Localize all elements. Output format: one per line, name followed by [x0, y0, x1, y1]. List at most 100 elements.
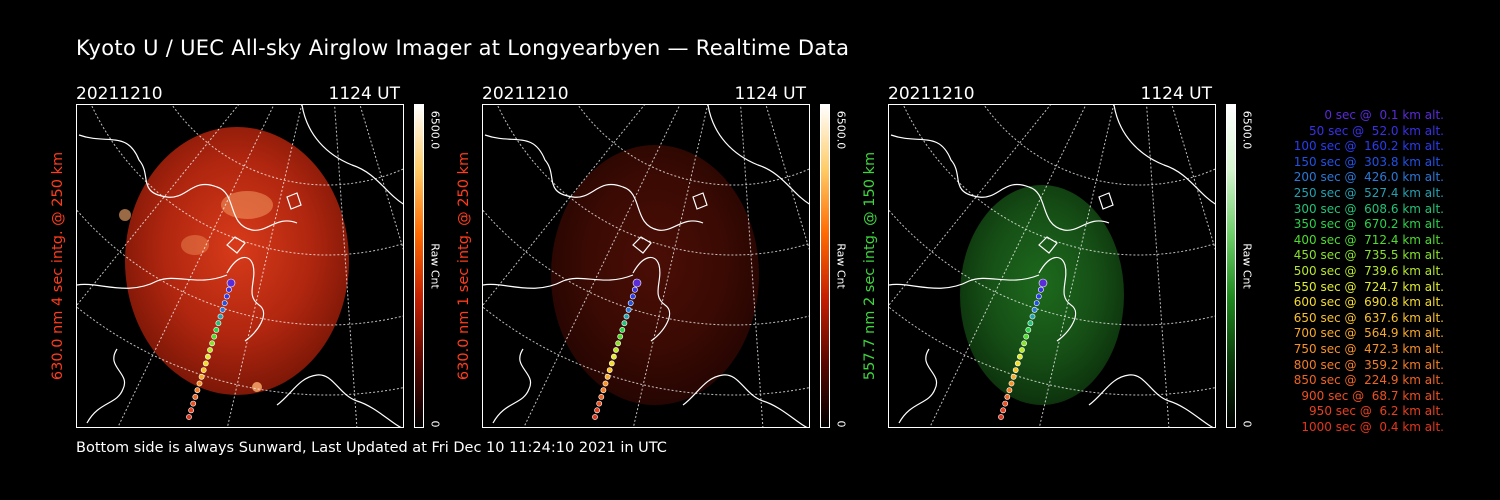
- trajectory-point: [198, 373, 205, 380]
- trajectory-point: [1029, 313, 1036, 320]
- trajectory-point: [606, 367, 613, 373]
- trajectory-point: [625, 306, 632, 313]
- trajectory-point: [998, 414, 1004, 420]
- trajectory-point: [617, 333, 624, 340]
- trajectory-point: [188, 407, 194, 414]
- legend-entry: 900 sec @ 68.7 km alt.: [1301, 388, 1444, 403]
- coastline: [889, 105, 1215, 427]
- grid-lines: [889, 105, 1215, 427]
- trajectory-point: [1010, 373, 1017, 380]
- trajectory-point: [598, 393, 605, 400]
- panel-ylabel: 630.0 nm 1 sec intg. @ 250 km: [456, 151, 472, 381]
- legend-entry: 400 sec @ 712.4 km alt.: [1293, 232, 1444, 247]
- trajectory-point: [621, 320, 628, 327]
- colorbar: [820, 104, 830, 428]
- footer-note: Bottom side is always Sunward, Last Upda…: [76, 440, 667, 456]
- trajectory-point: [613, 347, 619, 353]
- panel-time: 1124 UT: [734, 84, 807, 104]
- panel-ylabel: 557.7 nm 2 sec intg. @ 150 km: [862, 151, 878, 381]
- panel-date: 20211210: [76, 84, 163, 104]
- trajectory-point: [631, 286, 638, 293]
- legend-entry: 750 sec @ 472.3 km alt.: [1293, 341, 1444, 356]
- trajectory-point: [1014, 360, 1021, 367]
- trajectory-point: [629, 293, 636, 300]
- trajectory-point: [219, 306, 226, 313]
- panel-time: 1124 UT: [1140, 84, 1213, 104]
- panel-2: 20211210 1124 UT 630.0 nm 1 sec intg. @ …: [456, 84, 882, 434]
- trajectory-point: [594, 407, 600, 414]
- airglow-region: [960, 185, 1124, 405]
- legend-entry: 250 sec @ 527.4 km alt.: [1293, 185, 1444, 200]
- trajectory-point: [623, 313, 630, 320]
- colorbar: [1226, 104, 1236, 428]
- trajectory-point: [202, 360, 209, 367]
- trajectory-point: [1023, 333, 1030, 340]
- trajectory-point: [1008, 380, 1015, 387]
- legend-entry: 600 sec @ 690.8 km alt.: [1293, 295, 1444, 310]
- grid-lines: [483, 105, 809, 427]
- panel-ylabel: 630.0 nm 4 sec intg. @ 250 km: [50, 151, 66, 381]
- trajectory-point: [627, 300, 634, 306]
- airglow-map: [889, 105, 1215, 427]
- page-title: Kyoto U / UEC All-sky Airglow Imager at …: [76, 36, 850, 60]
- coastline: [483, 105, 809, 427]
- legend-entry: 150 sec @ 303.8 km alt.: [1293, 154, 1444, 169]
- airglow-region: [551, 145, 759, 405]
- legend-entry: 850 sec @ 224.9 km alt.: [1293, 373, 1444, 388]
- legend-entry: 650 sec @ 637.6 km alt.: [1293, 310, 1444, 325]
- trajectory-point: [196, 380, 203, 387]
- coastline: [77, 105, 403, 427]
- legend-entry: 300 sec @ 608.6 km alt.: [1293, 201, 1444, 216]
- trajectory-point: [592, 414, 598, 420]
- trajectory-point: [217, 313, 224, 320]
- panel-time: 1124 UT: [328, 84, 401, 104]
- trajectory-point: [608, 360, 615, 367]
- trajectory-point: [211, 333, 218, 340]
- trajectory-point: [596, 400, 603, 407]
- legend-entry: 700 sec @ 564.9 km alt.: [1293, 326, 1444, 341]
- legend-entry: 350 sec @ 670.2 km alt.: [1293, 217, 1444, 232]
- legend-entry: 450 sec @ 735.5 km alt.: [1293, 248, 1444, 263]
- trajectory-point: [615, 340, 621, 347]
- trajectory-point: [604, 373, 611, 380]
- legend-entry: 550 sec @ 724.7 km alt.: [1293, 279, 1444, 294]
- trajectory-point: [192, 393, 199, 400]
- trajectory-point: [200, 367, 207, 373]
- trajectory-point: [1033, 300, 1040, 306]
- trajectory-point: [1038, 278, 1048, 288]
- trajectory-point: [209, 340, 215, 347]
- legend-entry: 100 sec @ 160.2 km alt.: [1293, 139, 1444, 154]
- legend-entry: 50 sec @ 52.0 km alt.: [1309, 123, 1444, 138]
- trajectory-point: [600, 387, 607, 394]
- trajectory-point: [1002, 400, 1009, 407]
- trajectory-point: [1035, 293, 1042, 300]
- trajectory-point: [602, 380, 609, 387]
- airglow-image: [482, 104, 810, 428]
- grid-lines: [77, 105, 403, 427]
- legend-entry: 1000 sec @ 0.4 km alt.: [1301, 419, 1444, 434]
- panel-3: 20211210 1124 UT 557.7 nm 2 sec intg. @ …: [862, 84, 1288, 434]
- trajectory: [998, 278, 1048, 420]
- airglow-image: [888, 104, 1216, 428]
- trajectory: [186, 278, 236, 420]
- panel-1: 20211210 1124 UT 630.0 nm 4 sec intg. @ …: [50, 84, 476, 434]
- trajectory-point: [186, 414, 192, 420]
- airglow-image: [76, 104, 404, 428]
- trajectory-point: [1025, 326, 1032, 333]
- trajectory-point: [1016, 353, 1023, 360]
- trajectory-point: [632, 278, 642, 288]
- trajectory-point: [610, 353, 617, 360]
- trajectory-point: [223, 293, 230, 300]
- trajectory-point: [221, 300, 228, 306]
- trajectory-point: [1004, 393, 1011, 400]
- airglow-map: [483, 105, 809, 427]
- trajectory-point: [1021, 340, 1027, 347]
- trajectory-point: [226, 278, 236, 288]
- trajectory-point: [207, 347, 213, 353]
- panel-date: 20211210: [888, 84, 975, 104]
- trajectory-point: [1037, 286, 1044, 293]
- trajectory-point: [1031, 306, 1038, 313]
- trajectory-point: [213, 326, 220, 333]
- trajectory-point: [1006, 387, 1013, 394]
- colorbar: [414, 104, 424, 428]
